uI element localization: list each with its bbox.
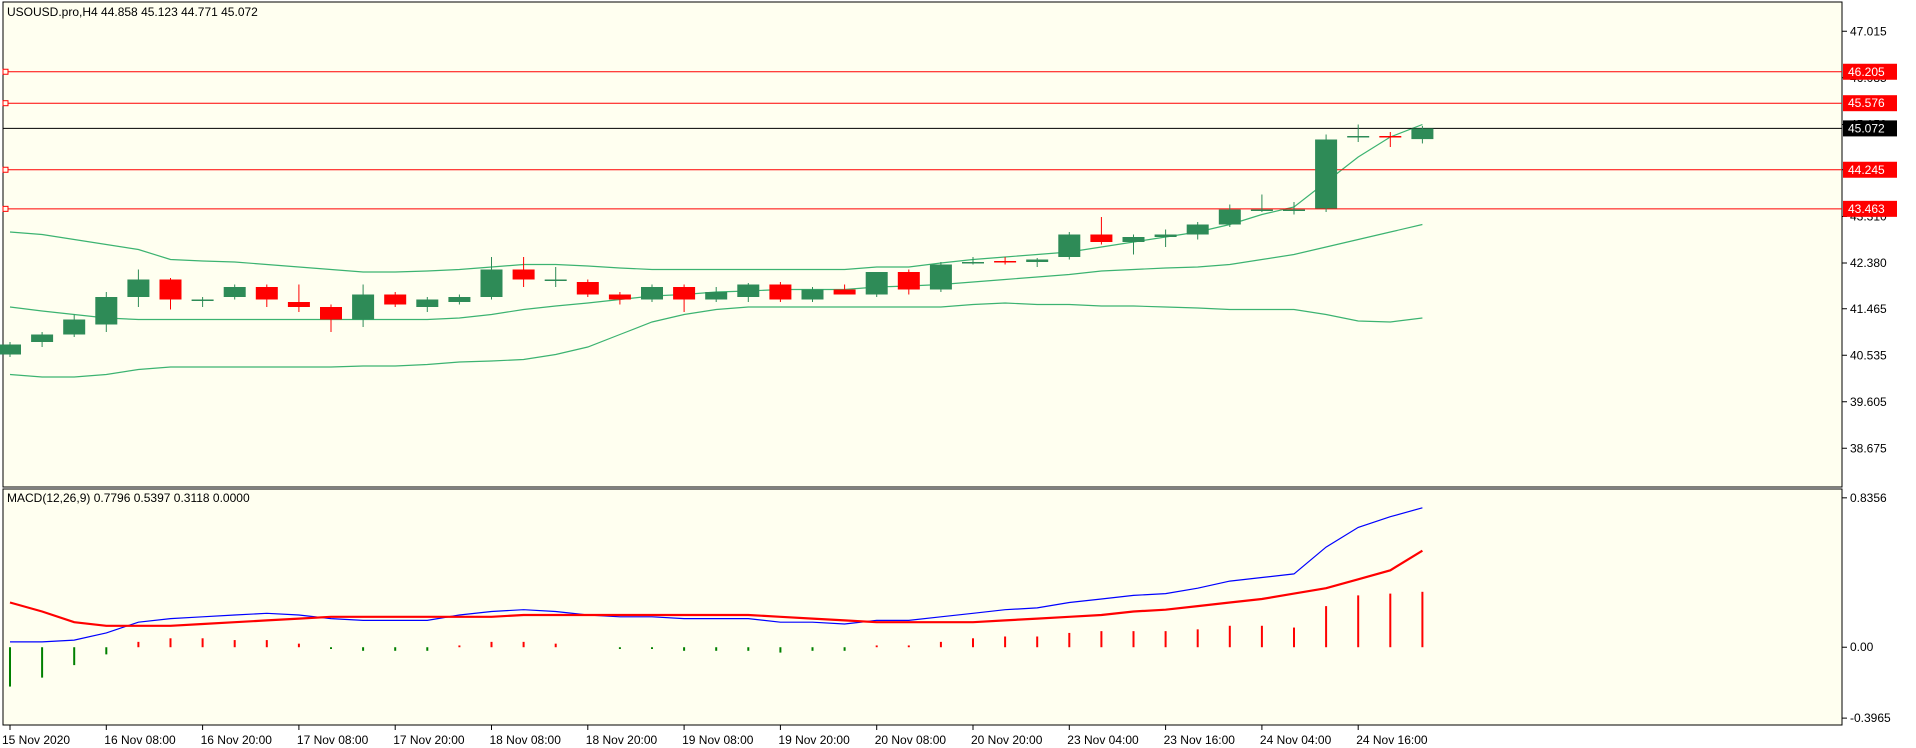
bollinger-lower-line [9,302,1423,378]
candle-body [801,289,824,300]
candle-body [512,269,535,280]
macd-tick-label: -0.3965 [1850,711,1891,725]
time-tick-label: 17 Nov 20:00 [393,733,465,747]
time-tick-label: 18 Nov 20:00 [586,733,658,747]
macd-signal-line [9,549,1423,627]
time-tick-label: 20 Nov 08:00 [875,733,947,747]
time-tick-label: 15 Nov 2020 [2,733,70,747]
candle-body [159,279,182,300]
candle-body [448,297,471,302]
level-price-label: 46.205 [1848,65,1885,79]
candle-body [63,319,86,335]
level-price-label: 44.245 [1848,163,1885,177]
candle-body [1058,234,1081,257]
candle-body [962,262,984,264]
candle-body [673,287,696,300]
candle-body [384,294,407,305]
time-tick-label: 24 Nov 04:00 [1260,733,1332,747]
candle-body [287,302,310,307]
price-tick-label: 40.535 [1850,348,1887,362]
candle-body [127,279,150,297]
candle-body [833,289,856,295]
candle-body [865,272,888,295]
candle-body [641,287,663,300]
candle-body [1218,209,1241,225]
time-tick-label: 19 Nov 20:00 [778,733,850,747]
candle-body [352,294,375,320]
price-chart-title: USOUSD.pro,H4 44.858 45.123 44.771 45.07… [7,5,258,19]
candle-body [1154,234,1177,237]
level-handle [2,100,9,107]
horizontal-levels[interactable]: 46.205 45.576 44.245 43.463 [2,63,1897,217]
price-tick-label: 38.675 [1850,441,1887,455]
candle-body [994,261,1017,263]
candlesticks [0,124,1434,357]
macd-pane-frame [2,488,1843,726]
price-tick-label: 47.015 [1850,24,1887,38]
macd-title: MACD(12,26,9) 0.7796 0.5397 0.3118 0.000… [7,491,250,505]
price-tick-label: 41.465 [1850,302,1887,316]
time-tick-label: 16 Nov 20:00 [201,733,273,747]
level-price-tag [1843,63,1897,80]
candle-body [1122,237,1145,242]
level-price-tag [1843,161,1897,178]
candle-body [95,297,118,325]
candle-body [1186,224,1209,235]
price-pane-frame [2,1,1843,488]
current-price-tag [1843,120,1897,137]
time-tick-label: 18 Nov 08:00 [490,733,562,747]
candle-body [320,307,342,320]
candle-body [576,282,599,295]
time-tick-label: 16 Nov 08:00 [104,733,176,747]
macd-histogram [9,591,1424,687]
macd-axis-labels: 0.8356 0.00 -0.3965 [1842,491,1891,725]
candle-body [608,294,631,300]
candle-body [223,287,246,297]
candle-body [705,292,728,300]
candle-body [1283,209,1305,211]
candle-body [31,334,54,342]
level-handle [2,68,9,75]
level-handle [2,205,9,212]
time-tick-label: 24 Nov 16:00 [1356,733,1428,747]
current-price-label: 45.072 [1848,121,1885,135]
candle-body [1090,234,1113,242]
candle-body [737,284,760,297]
macd-main-line [10,507,1423,643]
candle-body [1026,259,1049,262]
time-tick-label: 20 Nov 20:00 [971,733,1043,747]
time-axis-labels: 15 Nov 2020 16 Nov 08:00 16 Nov 20:00 17 No… [2,725,1428,747]
candle-body [255,287,278,300]
candle-body [769,284,792,300]
time-tick-label: 23 Nov 04:00 [1067,733,1139,747]
time-tick-label: 17 Nov 08:00 [297,733,369,747]
level-price-label: 45.576 [1848,96,1885,110]
time-tick-label: 23 Nov 16:00 [1164,733,1236,747]
level-price-tag [1843,200,1897,217]
candle-body [929,264,952,290]
candle-body [897,272,920,290]
candle-body [1379,136,1402,138]
candle-body [416,299,439,307]
price-tick-label: 39.605 [1850,395,1887,409]
time-tick-label: 19 Nov 08:00 [682,733,754,747]
price-tick-label: 42.380 [1850,256,1887,270]
candle-body [1250,209,1273,211]
macd-lines [9,507,1423,643]
candle-body [1315,139,1338,209]
level-price-label: 43.463 [1848,202,1885,216]
level-price-tag [1843,95,1897,112]
candle-body [191,299,214,301]
current-price-line: 45.072 [3,120,1897,137]
candle-body [1347,136,1370,138]
candle-body [544,279,567,281]
macd-tick-label: 0.00 [1850,640,1874,654]
candle-body [1411,128,1434,140]
candle-body [0,344,21,355]
macd-tick-label: 0.8356 [1850,491,1887,505]
candle-body [480,269,503,297]
level-handle [2,166,9,173]
